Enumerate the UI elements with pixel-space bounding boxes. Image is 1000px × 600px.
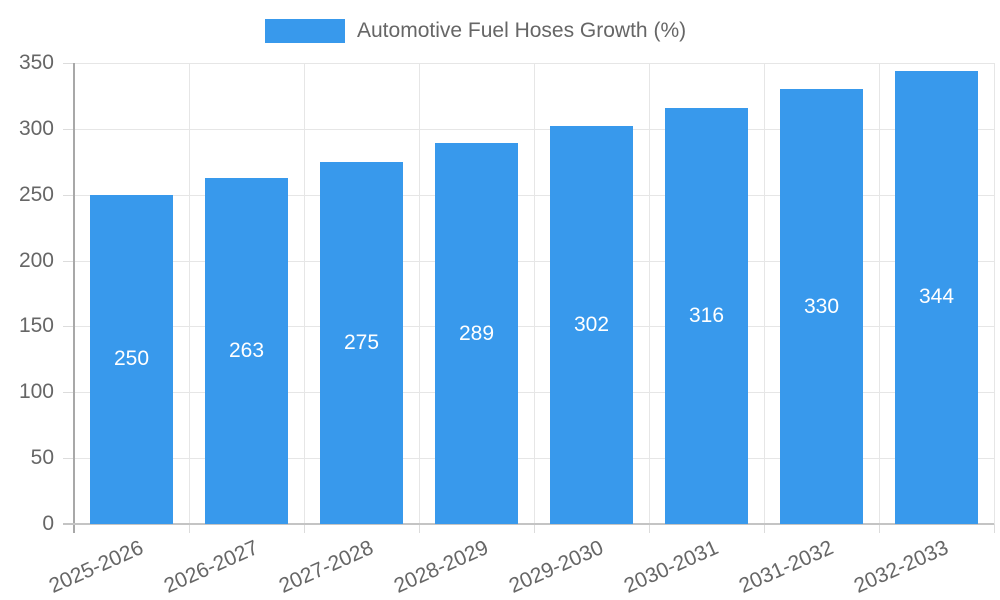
x-axis-tick [534,524,535,533]
y-tick-label: 50 [30,446,54,469]
y-tick-label: 350 [18,51,54,74]
x-tick-label: 2032-2033 [850,536,952,598]
gridline-vertical [419,63,420,524]
y-tick-label: 150 [18,314,54,337]
y-axis-tick [63,195,74,196]
x-axis-tick [304,524,305,533]
x-axis-tick [764,524,765,533]
bar-value-label: 330 [803,295,840,318]
x-tick-label: 2030-2031 [620,536,722,598]
bar[interactable] [895,71,978,524]
bar-value-label: 316 [688,304,725,327]
y-axis-tick [63,129,74,130]
bar-value-label: 250 [113,347,150,370]
legend-label: Automotive Fuel Hoses Growth (%) [357,19,687,42]
y-tick-label: 300 [18,117,54,140]
gridline-vertical [304,63,305,524]
x-tick-label: 2025-2026 [45,536,147,598]
y-axis-line [73,63,75,533]
y-tick-label: 0 [42,512,54,535]
gridline-vertical [994,63,995,524]
gridline-vertical [879,63,880,524]
gridline-vertical [534,63,535,524]
bar-value-label: 302 [573,313,610,336]
x-axis-tick [649,524,650,533]
y-axis-tick [63,392,74,393]
y-axis-tick [63,261,74,262]
bar[interactable] [550,126,633,524]
x-axis-tick [419,524,420,533]
legend-item[interactable]: Automotive Fuel Hoses Growth (%) [265,19,686,43]
bar[interactable] [780,89,863,524]
x-axis-tick [994,524,995,533]
x-tick-label: 2027-2028 [275,536,377,598]
x-tick-label: 2026-2027 [160,536,262,598]
y-axis-tick [63,326,74,327]
bar[interactable] [435,143,518,524]
bar-value-label: 263 [228,339,265,362]
bar-value-label: 344 [918,285,955,308]
bar[interactable] [320,162,403,524]
x-axis-tick [879,524,880,533]
y-tick-label: 250 [18,183,54,206]
bar[interactable] [90,195,173,524]
bar-value-label: 275 [343,331,380,354]
x-axis-line [63,523,994,525]
bar-value-label: 289 [458,322,495,345]
x-tick-label: 2029-2030 [505,536,607,598]
x-tick-label: 2028-2029 [390,536,492,598]
y-tick-label: 100 [18,380,54,403]
bar[interactable] [205,178,288,524]
gridline-vertical [764,63,765,524]
y-axis-tick [63,63,74,64]
bar[interactable] [665,108,748,524]
gridline-vertical [649,63,650,524]
x-axis-tick [189,524,190,533]
y-tick-label: 200 [18,249,54,272]
x-tick-label: 2031-2032 [735,536,837,598]
y-axis-tick [63,458,74,459]
legend-swatch [265,19,345,43]
gridline-vertical [189,63,190,524]
